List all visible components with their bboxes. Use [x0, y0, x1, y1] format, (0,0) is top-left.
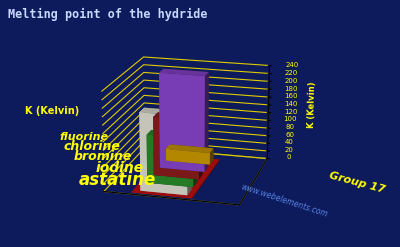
Text: K (Kelvin): K (Kelvin)	[25, 106, 79, 116]
Text: bromine: bromine	[74, 150, 132, 163]
Text: astatine: astatine	[79, 171, 156, 189]
Text: chlorine: chlorine	[63, 141, 120, 153]
Text: www.webelements.com: www.webelements.com	[240, 183, 329, 219]
Text: iodine: iodine	[96, 161, 144, 175]
Text: Melting point of the hydride: Melting point of the hydride	[8, 7, 208, 21]
Text: Group 17: Group 17	[328, 170, 386, 195]
Text: fluorine: fluorine	[59, 132, 108, 142]
